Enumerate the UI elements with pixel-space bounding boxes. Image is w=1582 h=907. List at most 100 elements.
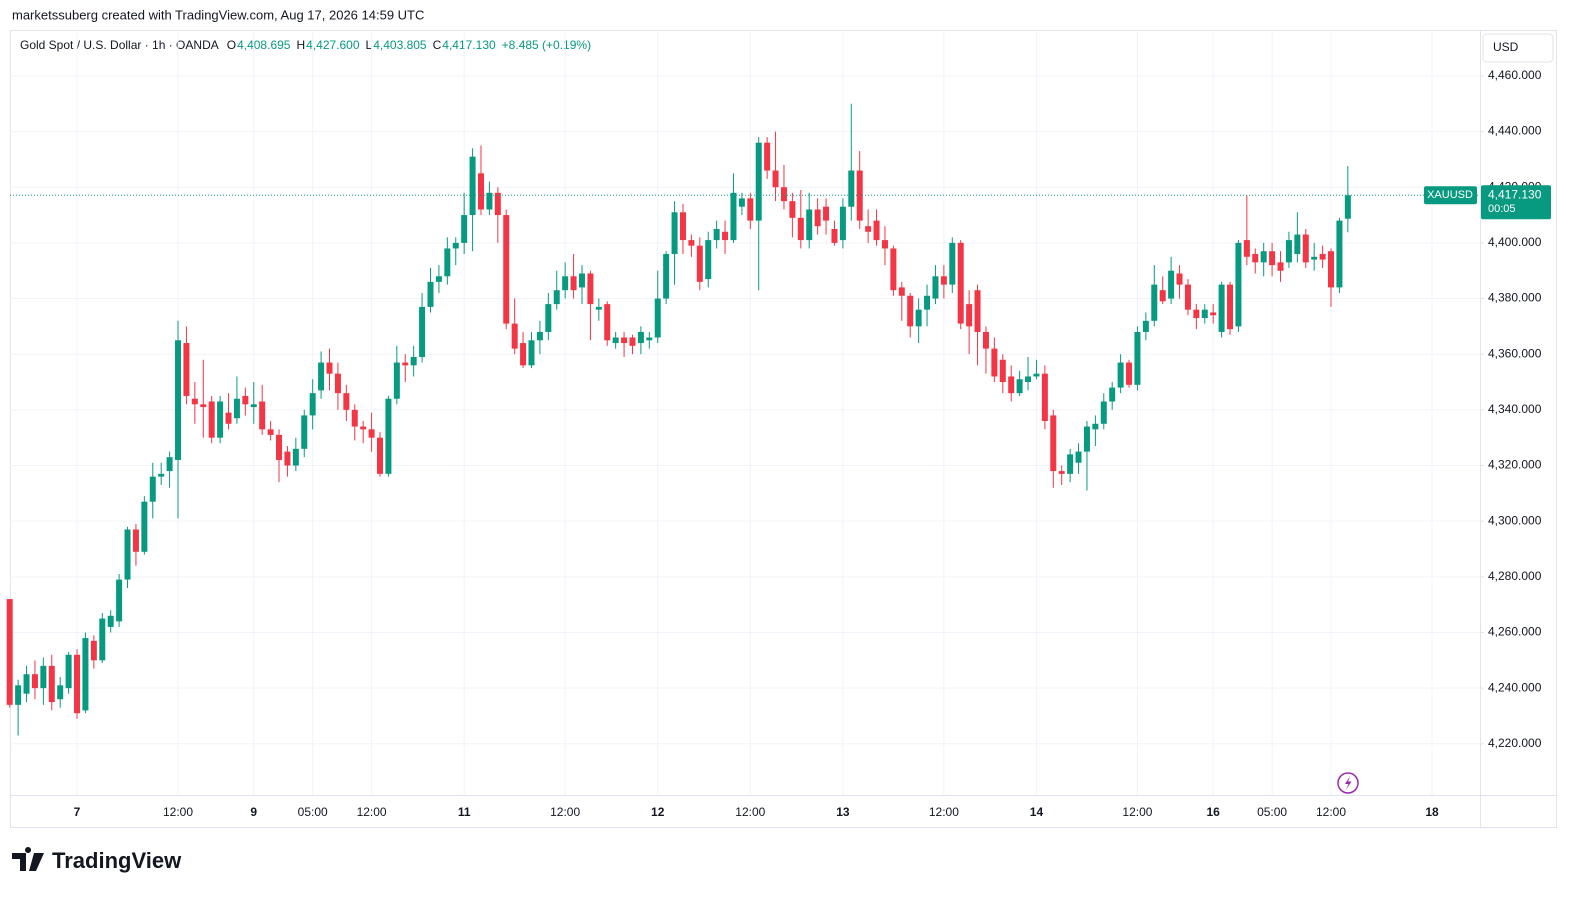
- candle-body: [772, 170, 779, 188]
- x-tick-label: 18: [1425, 805, 1439, 819]
- x-tick-label: 12: [651, 805, 665, 819]
- candles: [6, 103, 1480, 736]
- candle-body: [1126, 362, 1133, 385]
- x-tick-label: 7: [74, 805, 81, 819]
- candle-body: [1184, 284, 1191, 310]
- candle-body: [166, 457, 173, 472]
- candle-body: [991, 348, 998, 377]
- candle-body: [814, 209, 821, 227]
- ohlc-value: 4,408.695: [237, 38, 291, 52]
- candle-body: [1210, 312, 1217, 316]
- candle-body: [865, 226, 872, 232]
- candle-body: [158, 473, 165, 477]
- candle-body: [351, 409, 358, 427]
- candle-body: [48, 665, 55, 703]
- ohlc-key: O: [227, 38, 236, 52]
- candle-body: [393, 362, 400, 399]
- candle-body: [646, 337, 653, 341]
- candle-body: [292, 448, 299, 466]
- candle-body: [1168, 270, 1175, 299]
- candle-body: [679, 212, 686, 241]
- candle-body: [82, 638, 89, 711]
- candle-body: [1058, 471, 1065, 474]
- candle-body: [461, 215, 468, 243]
- candle-body: [949, 242, 956, 285]
- candle-body: [806, 209, 813, 241]
- candle-body: [377, 437, 384, 474]
- candle-body: [74, 654, 81, 714]
- candle-body: [755, 142, 762, 221]
- brand: TradingView: [52, 848, 182, 873]
- candle-body: [823, 206, 830, 221]
- y-tick-label: 4,340.000: [1488, 402, 1542, 416]
- candle-body: [1050, 415, 1057, 472]
- candle-body: [250, 404, 257, 408]
- candle-body: [924, 295, 931, 310]
- candle-body: [789, 201, 796, 218]
- candle-body: [637, 331, 644, 344]
- x-tick-label: 12:00: [163, 805, 193, 819]
- currency-button[interactable]: [1482, 33, 1554, 63]
- candle-body: [570, 276, 577, 291]
- candle-body: [494, 192, 501, 216]
- currency[interactable]: USD: [1493, 40, 1519, 54]
- symbol-tag-label: XAUUSD: [1427, 189, 1473, 201]
- candle-body: [957, 242, 964, 324]
- candle-body: [671, 212, 678, 255]
- candle-body: [587, 273, 594, 305]
- candle-body: [797, 217, 804, 241]
- x-tick-label: 05:00: [1257, 805, 1287, 819]
- ohlc-value: 4,417.130: [442, 38, 496, 52]
- candle-body: [520, 343, 527, 366]
- candle-body: [141, 501, 148, 552]
- candle-body: [1328, 251, 1335, 288]
- candle-body: [1041, 373, 1048, 421]
- candle-body: [175, 340, 182, 460]
- candle-body: [907, 295, 914, 327]
- countdown: 00:05: [1488, 203, 1516, 215]
- ohlc-value: 4,403.805: [373, 38, 427, 52]
- candle-body: [612, 337, 619, 344]
- candle-body: [831, 228, 838, 243]
- candle-body: [629, 337, 636, 346]
- candle-body: [1319, 254, 1326, 260]
- candle-body: [23, 674, 30, 694]
- candle-body: [688, 240, 695, 246]
- candle-body: [966, 304, 973, 327]
- candle-body: [1109, 387, 1116, 402]
- candle-body: [318, 362, 325, 391]
- x-tick-label: 11: [458, 805, 471, 819]
- x-tick-label: 12:00: [550, 805, 580, 819]
- x-tick-label: 05:00: [298, 805, 328, 819]
- candle-body: [301, 415, 308, 449]
- candle-body: [545, 304, 552, 332]
- candle-body: [326, 362, 333, 374]
- candle-body: [486, 192, 493, 210]
- candle-body: [536, 331, 543, 341]
- price-tag: [1481, 185, 1551, 220]
- candle-body: [1294, 234, 1301, 255]
- candle-body: [1092, 423, 1099, 430]
- y-tick-label: 4,260.000: [1488, 625, 1542, 639]
- candle-body: [427, 281, 434, 307]
- candle-body: [604, 304, 611, 341]
- candle-body: [124, 529, 131, 580]
- candle-body: [1302, 234, 1309, 263]
- candle-body: [284, 451, 291, 466]
- candle-body: [149, 476, 156, 502]
- candle-body: [562, 276, 569, 291]
- candle-body: [654, 298, 661, 338]
- attribution: marketssuberg created with TradingView.c…: [12, 7, 424, 22]
- symbol-title: Gold Spot / U.S. Dollar · 1h · OANDA: [20, 38, 219, 52]
- candle-body: [1025, 376, 1032, 383]
- candle-body: [873, 220, 880, 241]
- candle-body: [705, 240, 712, 280]
- x-tick-label: 9: [250, 805, 257, 819]
- candle-body: [132, 529, 139, 552]
- candle-body: [595, 306, 602, 310]
- candle-body: [435, 276, 442, 282]
- candle-body: [1260, 251, 1267, 263]
- candle-body: [999, 359, 1006, 383]
- candle-body: [31, 674, 38, 689]
- candle-body: [40, 665, 47, 689]
